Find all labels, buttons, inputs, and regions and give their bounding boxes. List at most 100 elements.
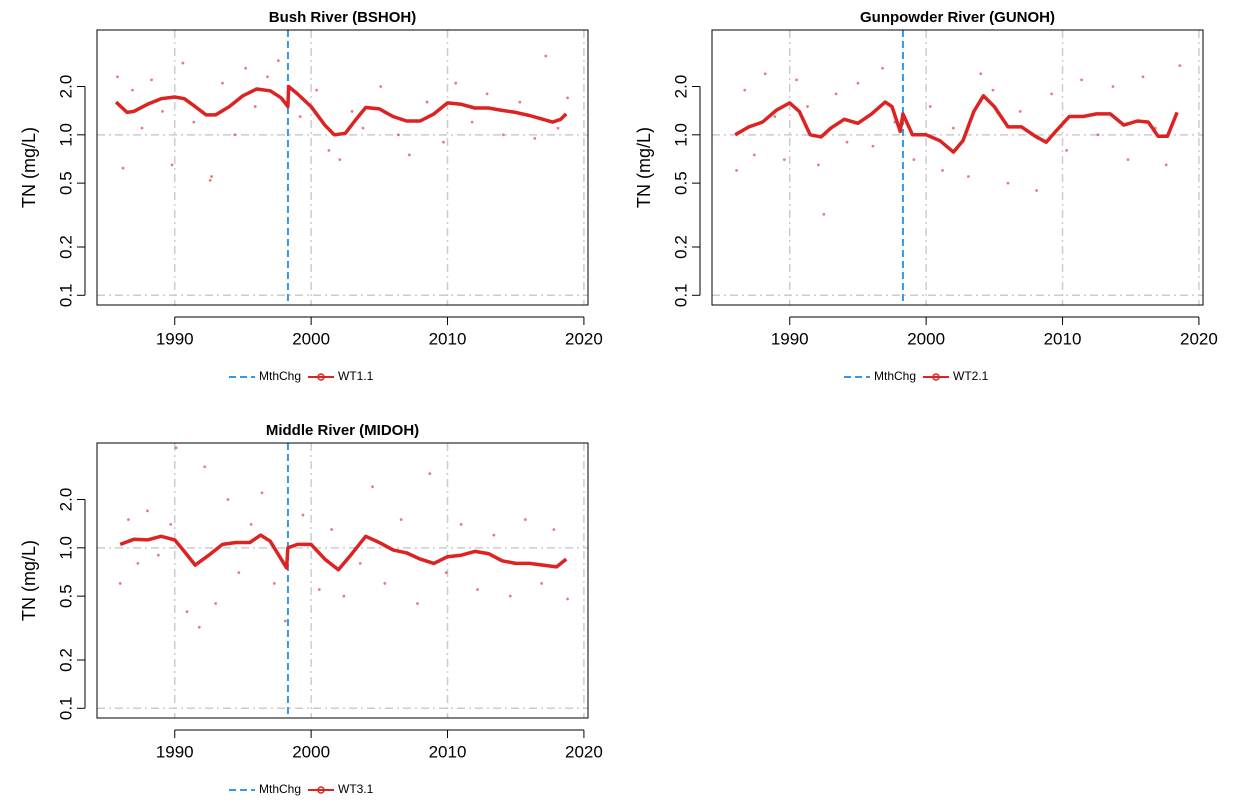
data-point <box>941 169 944 172</box>
data-point <box>523 518 527 521</box>
legend-item: WT3.1 <box>308 782 374 796</box>
data-point <box>1065 148 1069 152</box>
data-point <box>735 169 738 172</box>
legend-item: WT2.1 <box>923 369 989 383</box>
x-tick-label: 2000 <box>292 742 330 761</box>
y-tick-label: 0.1 <box>671 283 690 307</box>
data-point <box>169 522 173 526</box>
y-tick-label: 1.0 <box>671 123 690 147</box>
data-point <box>1141 75 1145 79</box>
y-tick-label: 1.0 <box>56 123 75 147</box>
data-point <box>845 140 849 144</box>
data-point <box>508 594 512 598</box>
data-point <box>425 100 429 104</box>
data-point <box>816 163 820 167</box>
panel-title: Middle River (MIDOH) <box>266 422 419 439</box>
data-point <box>502 133 505 137</box>
x-tick-label: 1990 <box>156 742 194 761</box>
data-point <box>967 175 970 178</box>
data-point <box>210 175 213 178</box>
data-point <box>327 148 331 152</box>
y-axis-label: TN (mg/L) <box>634 127 654 208</box>
legend-label: MthChg <box>874 369 916 383</box>
data-point <box>150 78 153 82</box>
data-point <box>871 144 875 148</box>
data-point <box>773 115 777 118</box>
legend-item: MthChg <box>844 369 916 383</box>
data-point <box>146 509 149 513</box>
panel-title: Bush River (BSHOH) <box>269 9 417 26</box>
y-tick-label: 2.0 <box>56 488 75 512</box>
data-point <box>131 88 134 92</box>
data-point <box>244 66 248 70</box>
data-point <box>806 105 809 108</box>
data-point <box>203 465 207 469</box>
data-point <box>881 66 884 70</box>
y-tick-label: 2.0 <box>671 75 690 99</box>
data-point <box>952 126 955 130</box>
data-point <box>556 126 560 130</box>
data-point <box>214 602 218 605</box>
x-tick-label: 2020 <box>565 742 603 761</box>
plot-frame <box>711 29 1204 306</box>
data-point <box>991 88 995 92</box>
data-point <box>174 446 178 450</box>
data-point <box>221 81 224 85</box>
y-tick-label: 0.5 <box>671 171 690 195</box>
y-tick-label: 0.5 <box>56 584 75 608</box>
legend-label: WT3.1 <box>338 782 374 796</box>
data-point <box>249 522 253 526</box>
data-point <box>540 582 544 585</box>
trend-line <box>734 94 1179 154</box>
data-point <box>116 75 119 79</box>
data-point <box>272 582 276 585</box>
legend-label: WT2.1 <box>953 369 989 383</box>
y-axis-label: TN (mg/L) <box>19 540 39 621</box>
data-point <box>518 100 522 104</box>
data-point <box>485 92 489 96</box>
data-point <box>342 594 346 598</box>
y-tick-label: 0.1 <box>56 283 75 307</box>
data-point <box>126 518 130 521</box>
y-tick-label: 0.2 <box>56 235 75 259</box>
data-point <box>276 59 280 63</box>
data-point <box>283 619 287 623</box>
data-point <box>371 485 374 489</box>
data-point <box>118 582 122 585</box>
y-tick-label: 1.0 <box>56 536 75 560</box>
data-point <box>407 153 411 157</box>
data-point <box>442 140 445 144</box>
y-tick-label: 0.2 <box>671 235 690 259</box>
legend-key-point <box>317 786 325 794</box>
data-point <box>1018 109 1022 113</box>
data-point <box>763 72 767 76</box>
data-point <box>476 588 479 591</box>
data-point <box>383 582 387 585</box>
data-point <box>566 96 569 100</box>
data-point <box>317 588 321 591</box>
data-point <box>979 72 983 76</box>
data-point <box>298 115 302 118</box>
data-point <box>1164 163 1168 167</box>
x-tick-label: 2000 <box>292 329 330 348</box>
data-point <box>301 513 305 517</box>
y-tick-label: 0.5 <box>56 171 75 195</box>
data-point <box>566 597 569 601</box>
legend-label: MthChg <box>259 369 301 383</box>
data-point <box>1080 78 1084 82</box>
data-point <box>416 602 419 605</box>
data-point <box>338 158 342 162</box>
x-tick-label: 1990 <box>156 329 194 348</box>
chart-panel: Middle River (MIDOH) 0.1 0.2 0.5 1.0 2.0 TN (m… <box>19 422 603 796</box>
data-point <box>266 75 269 79</box>
data-point <box>140 126 144 130</box>
data-point <box>121 166 125 170</box>
data-point <box>161 109 164 113</box>
data-point <box>912 158 916 162</box>
data-point <box>834 92 838 96</box>
data-point <box>170 163 174 167</box>
data-point <box>233 133 237 137</box>
data-point <box>822 212 826 216</box>
data-point <box>361 126 365 130</box>
